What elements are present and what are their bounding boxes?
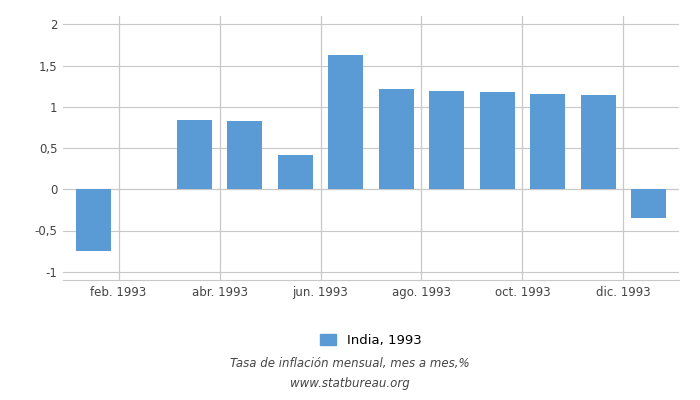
Bar <box>480 92 515 189</box>
Text: Tasa de inflación mensual, mes a mes,%: Tasa de inflación mensual, mes a mes,% <box>230 358 470 370</box>
Bar <box>631 189 666 218</box>
Bar <box>580 95 616 189</box>
Bar <box>429 91 464 189</box>
Bar <box>379 90 414 189</box>
Bar <box>176 120 212 189</box>
Text: www.statbureau.org: www.statbureau.org <box>290 378 410 390</box>
Bar <box>227 121 262 189</box>
Bar <box>530 94 566 189</box>
Legend: India, 1993: India, 1993 <box>315 329 427 353</box>
Bar <box>328 55 363 189</box>
Bar <box>278 154 313 189</box>
Bar <box>76 189 111 251</box>
